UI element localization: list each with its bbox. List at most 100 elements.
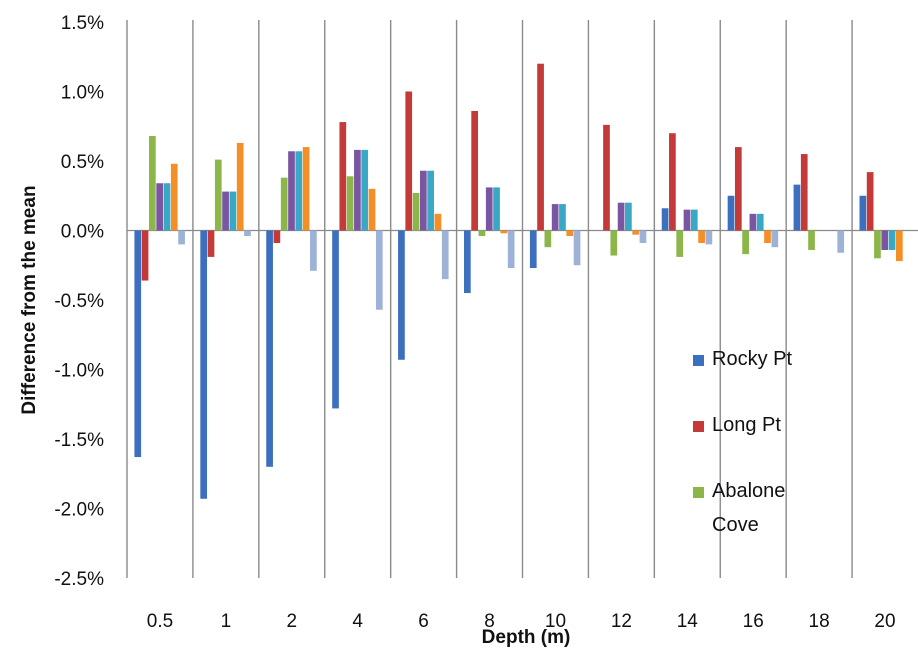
- bar-series-1-10: [537, 63, 544, 231]
- x-tick-label: 10: [545, 611, 566, 632]
- bar-series-2-14: [676, 230, 684, 257]
- x-axis-title: Depth (m): [482, 627, 571, 648]
- bar-series-1-2: [273, 230, 281, 244]
- bar-series-5-0.5: [170, 163, 178, 231]
- bar-series-1-12: [603, 124, 610, 231]
- legend-label: Cove: [712, 514, 759, 536]
- bar-series-5-2: [302, 147, 310, 231]
- x-tick-label: 18: [809, 611, 830, 632]
- bar-series-5-12: [632, 230, 640, 235]
- bar-series-4-6: [427, 170, 434, 231]
- y-tick-label: -0.5%: [54, 291, 104, 312]
- bar-series-5-14: [698, 230, 705, 244]
- bar-series-3-4: [354, 149, 361, 231]
- legend-swatch: [693, 421, 704, 432]
- y-tick-label: 1.5%: [61, 13, 104, 34]
- bar-series-0-0.5: [134, 230, 142, 458]
- bar-series-0-2: [266, 230, 273, 467]
- x-tick-label: 16: [743, 611, 764, 632]
- bar-series-2-16: [742, 230, 749, 255]
- x-tick-label: 14: [677, 611, 699, 632]
- bar-series-4-10: [559, 204, 566, 231]
- bar-series-0-1: [200, 230, 208, 499]
- bar-series-2-8: [478, 230, 486, 237]
- bar-series-4-8: [493, 187, 500, 231]
- bar-series-2-2: [280, 177, 288, 231]
- bar-series-5-1: [236, 142, 244, 231]
- legend-label: Abalone: [712, 480, 785, 502]
- bar-series-6-2: [310, 230, 317, 271]
- x-tick-label: 8: [484, 611, 495, 632]
- bar-series-5-16: [764, 230, 771, 244]
- bar-series-6-10: [573, 230, 581, 266]
- bar-series-3-6: [419, 170, 427, 231]
- bar-series-0-6: [398, 230, 405, 360]
- bar-series-6-1: [244, 230, 251, 237]
- bar-series-3-10: [551, 204, 559, 231]
- bar-series-5-20: [895, 230, 903, 262]
- y-tick-labels: 1.5% 1.0% 0.5% 0.0% -0.5% -1.0% -1.5% -2.0% -2.5…: [54, 13, 104, 590]
- x-tick-label: 2: [287, 611, 298, 632]
- bar-series-5-4: [368, 188, 376, 231]
- bar-series-4-16: [756, 213, 764, 231]
- bar-series-1-20: [866, 172, 874, 231]
- legend-label: Long Pt: [712, 414, 781, 436]
- bar-series-4-0.5: [163, 183, 171, 231]
- legend-label: Rocky Pt: [712, 348, 792, 370]
- bar-series-6-18: [837, 230, 845, 253]
- bar-series-3-0.5: [156, 183, 164, 231]
- bar-series-4-4: [361, 149, 369, 231]
- category-gridlines: [126, 20, 853, 578]
- bar-series-2-6: [412, 192, 420, 231]
- bar-series-2-1: [214, 159, 222, 231]
- bar-series-6-8: [507, 230, 515, 269]
- bar-series-6-6: [441, 230, 449, 280]
- bar-series-2-18: [808, 230, 815, 250]
- bar-series-1-16: [734, 147, 742, 231]
- x-tick-labels: 0.5 1 2 4 6 8 10 12 14 16 18 20: [147, 611, 896, 632]
- bar-series-0-10: [529, 230, 537, 269]
- y-tick-label: 0.0%: [61, 222, 104, 243]
- bar-series-4-1: [229, 191, 237, 231]
- bar-series-4-2: [295, 151, 303, 231]
- bar-series-2-20: [874, 230, 881, 259]
- bar-series-0-18: [793, 184, 801, 231]
- y-tick-label: -2.5%: [54, 569, 104, 590]
- y-tick-label: -1.5%: [54, 430, 104, 451]
- bar-series-0-16: [727, 195, 735, 231]
- bar-series-6-14: [705, 230, 713, 245]
- x-tick-label: 6: [418, 611, 429, 632]
- bar-series-3-2: [288, 151, 295, 231]
- legend-swatch: [693, 487, 704, 498]
- bar-series-1-6: [405, 91, 413, 231]
- legend: Rocky Pt Long Pt Abalone Cove: [693, 348, 792, 536]
- bar-series-3-1: [222, 191, 229, 231]
- bar-series-0-14: [661, 208, 669, 231]
- bar-series-3-8: [485, 187, 493, 231]
- x-tick-label: 12: [611, 611, 632, 632]
- bar-series-2-0.5: [149, 135, 156, 231]
- bar-series-1-1: [207, 230, 215, 257]
- bar-series-4-12: [625, 202, 632, 231]
- bar-series-3-12: [617, 202, 625, 231]
- bar-series-0-4: [332, 230, 339, 409]
- bar-series-1-0.5: [141, 230, 149, 281]
- y-axis-title: Difference from the mean: [19, 185, 40, 414]
- bar-series-6-4: [375, 230, 383, 310]
- bar-series-2-12: [610, 230, 618, 256]
- bar-series-1-18: [800, 154, 808, 231]
- bars: [134, 63, 903, 499]
- bar-series-6-0.5: [178, 230, 185, 245]
- y-tick-label: -1.0%: [54, 361, 104, 382]
- bar-series-1-14: [669, 133, 676, 231]
- bar-series-0-8: [463, 230, 471, 294]
- x-tick-label: 20: [874, 611, 895, 632]
- bar-series-5-10: [566, 230, 574, 237]
- bar-series-0-20: [859, 195, 867, 231]
- bar-series-3-20: [881, 230, 889, 250]
- x-tick-label: 1: [221, 611, 232, 632]
- bar-series-1-8: [471, 110, 478, 231]
- bar-series-5-8: [500, 230, 508, 234]
- bar-series-4-20: [888, 230, 896, 250]
